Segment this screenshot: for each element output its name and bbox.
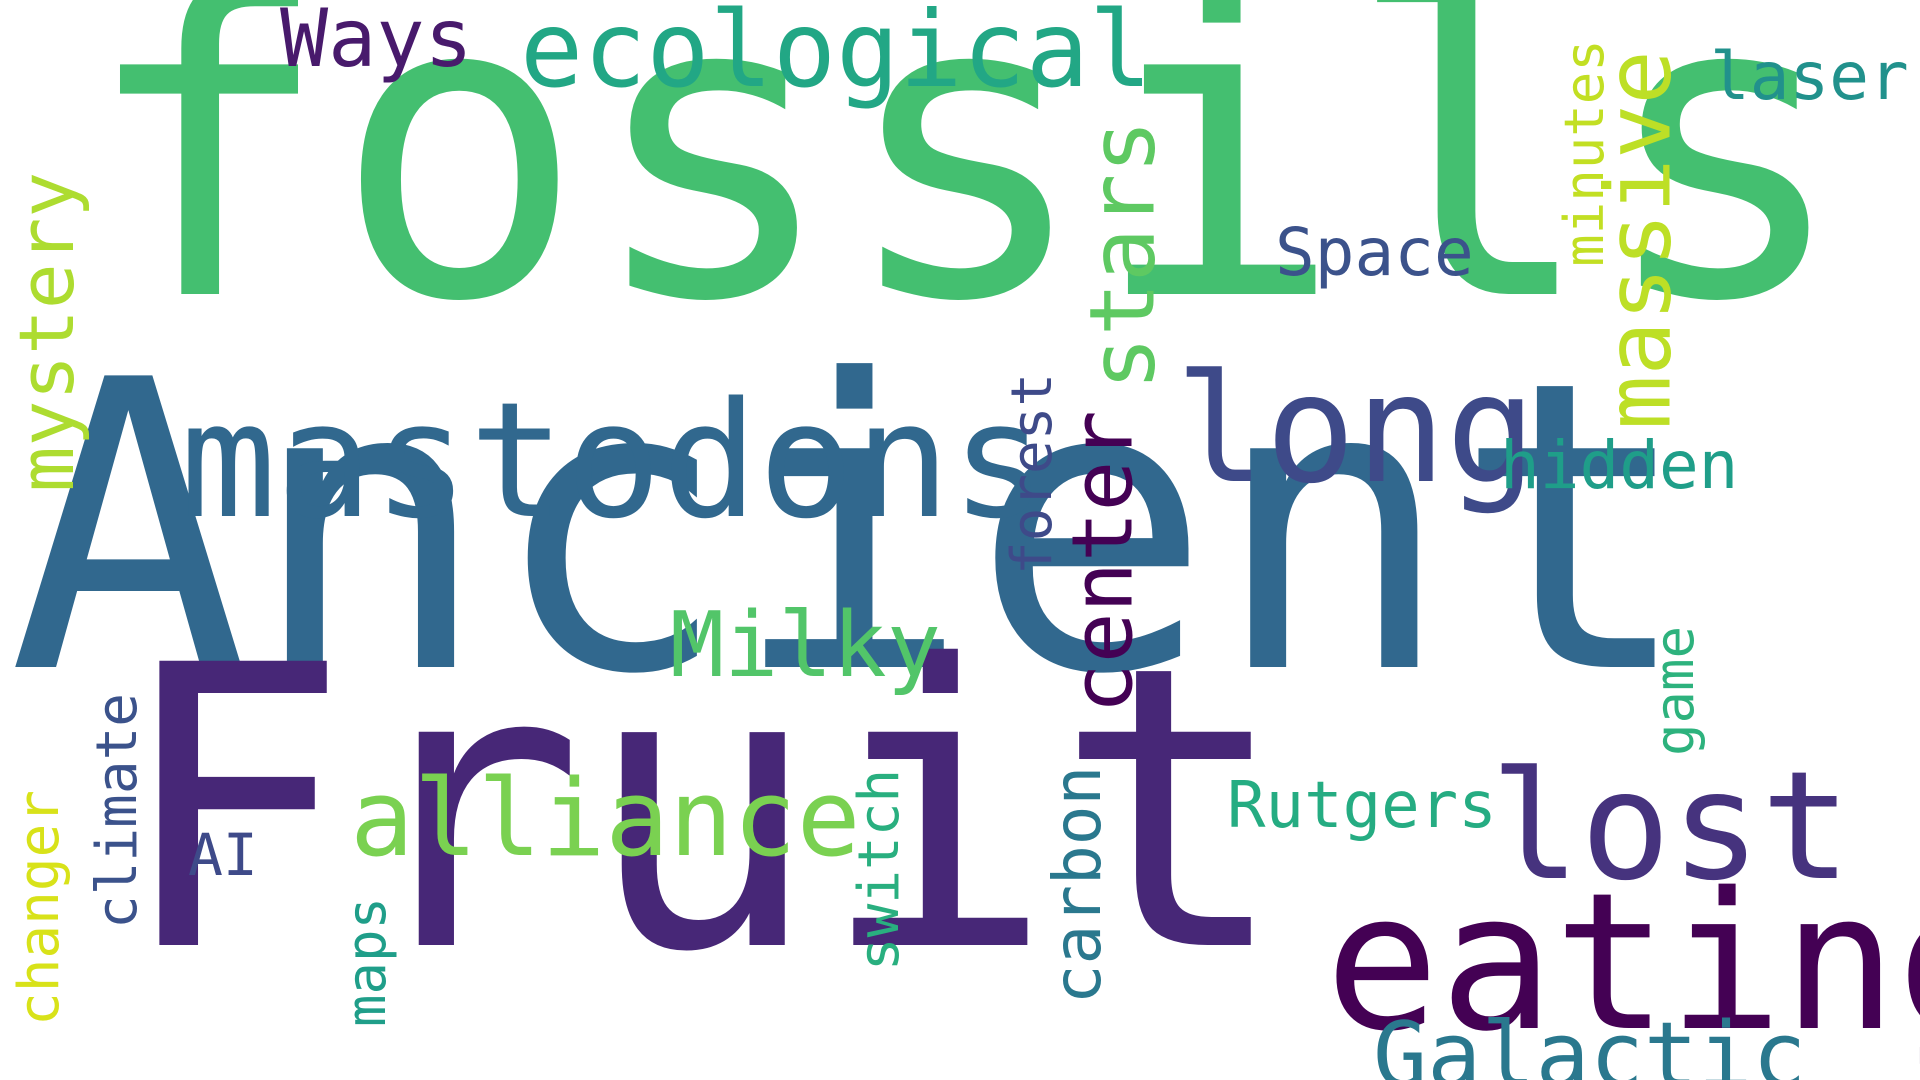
word-minutes: minutes: [1552, 39, 1616, 267]
word-ecological: ecological: [520, 0, 1153, 111]
word-fruit: Fruit: [115, 583, 1289, 1037]
word-fossils: fossils: [80, 0, 1851, 394]
word-maps: maps: [334, 896, 398, 1028]
word-rutgers: Rutgers: [1227, 769, 1497, 843]
word-alliance: alliance: [350, 757, 861, 880]
word-mastodons: mastodons: [180, 367, 1047, 554]
word-laser: laser: [1710, 38, 1909, 115]
word-long: long: [1175, 343, 1537, 517]
word-game: game: [1642, 625, 1706, 757]
word-lost: lost: [1490, 740, 1852, 914]
word-stars: stars: [1070, 119, 1175, 391]
word-mystery: mystery: [2, 171, 92, 493]
word-forest: forest: [999, 372, 1065, 576]
word-ai: AI: [188, 821, 258, 889]
word-switch: switch: [846, 768, 912, 972]
word-galactic: Galactic: [1373, 1003, 1807, 1080]
word-climate: climate: [85, 692, 151, 930]
word-space: Space: [1275, 214, 1474, 291]
word-hidden: hidden: [1500, 427, 1739, 504]
word-carbon: carbon: [1038, 765, 1116, 1005]
word-ancient: Ancient: [8, 297, 1694, 762]
word-milky: Milky: [670, 593, 941, 698]
word-ways: Ways: [280, 0, 473, 85]
word-changer: changer: [7, 789, 73, 1027]
word-eating: eating: [1325, 852, 1920, 1073]
word-center: center: [1054, 410, 1152, 714]
